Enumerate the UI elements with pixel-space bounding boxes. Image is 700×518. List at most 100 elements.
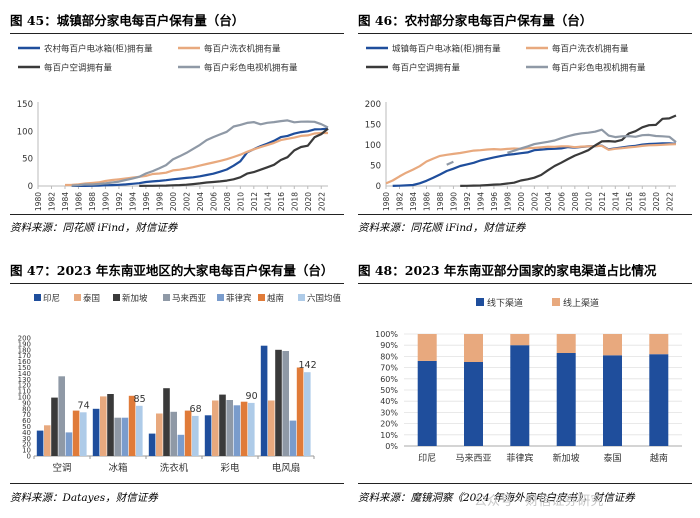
fig47-bar-1-4: [121, 417, 129, 456]
fig45-x-tick-label-14: 2008: [223, 192, 232, 211]
fig47-bar-3-6: [248, 402, 255, 456]
fig47-y-tick-label-14: 140: [18, 370, 31, 378]
fig47-category-label-3: 彩电: [220, 462, 240, 474]
fig45-y-tick-label-0: 0: [28, 182, 33, 192]
fig48-category-label-3: 新加坡: [553, 452, 580, 464]
fig46-x-tick-label-17: 2014: [611, 192, 620, 211]
watermark: 公众号 · 财信证券研究: [474, 494, 604, 509]
fig45-x-tick-label-9: 1998: [155, 192, 164, 211]
fig47-data-label-4: 142: [299, 360, 317, 371]
fig48-bar-3-1: [556, 334, 576, 353]
fig47-y-tick-label-10: 100: [18, 394, 31, 402]
fig47-bar-1-1: [100, 396, 107, 456]
fig47-y-tick-label-13: 130: [18, 376, 31, 384]
fig48-category-label-1: 马来西亚: [455, 453, 491, 464]
figure-48-top-rule: [358, 283, 692, 284]
fig47-legend-label-5: 越南: [267, 293, 284, 304]
fig46-legend-label-3: 每百户彩色电视机拥有量: [552, 63, 646, 74]
fig45-x-tick-label-4: 1988: [88, 192, 97, 211]
fig46-x-tick-label-16: 2012: [598, 192, 607, 211]
fig46-x-tick-label-6: 1992: [463, 192, 472, 211]
fig47-bar-2-2: [163, 388, 170, 456]
fig47-bar-3-4: [233, 405, 241, 456]
fig46-x-tick-label-18: 2016: [625, 192, 634, 211]
fig45-x-tick-label-10: 2000: [169, 192, 178, 211]
fig45-x-tick-label-21: 2022: [317, 192, 326, 211]
fig46-series-line-1-0: [385, 143, 677, 185]
fig47-legend-swatch-0: [34, 294, 41, 301]
fig47-bar-4-5: [296, 367, 304, 456]
fig45-x-tick-label-17: 2014: [263, 192, 272, 211]
fig48-bar-5-0: [649, 354, 669, 446]
fig48-category-label-0: 印尼: [418, 452, 436, 464]
fig47-legend-swatch-5: [258, 294, 265, 301]
fig47-bar-3-0: [204, 415, 212, 456]
fig45-series-line-0-0: [71, 127, 329, 187]
figure-45-bottom-rule: [10, 214, 344, 215]
fig45-legend-label-2: 每百户空调拥有量: [44, 63, 113, 74]
fig47-bar-4-4: [289, 420, 297, 456]
fig46-x-tick-label-4: 1988: [436, 192, 445, 211]
fig47-bar-2-6: [192, 415, 199, 456]
fig47-bar-0-4: [65, 432, 73, 456]
fig47-category-label-1: 冰箱: [108, 462, 127, 474]
fig48-y-tick-label-8: 80%: [380, 352, 398, 361]
fig46-x-tick-label-11: 2002: [530, 192, 539, 211]
fig47-bar-3-2: [219, 394, 226, 456]
fig47-legend-label-3: 马来西亚: [172, 294, 207, 304]
fig48-y-tick-label-6: 60%: [380, 375, 398, 384]
fig48-y-tick-label-9: 90%: [380, 341, 398, 350]
figure-48-title: 图 48：2023 年东南亚部分国家的家电渠道占比情况: [358, 263, 657, 278]
fig48-legend-label-0: 线下渠道: [487, 297, 523, 309]
fig47-y-tick-label-17: 170: [18, 352, 31, 360]
fig46-x-tick-label-3: 1986: [422, 192, 431, 211]
fig45-x-tick-label-2: 1984: [61, 192, 70, 211]
fig47-legend-label-2: 新加坡: [122, 293, 148, 304]
fig47-bar-2-0: [148, 433, 156, 456]
figure-45-top-rule: [10, 33, 344, 34]
fig45-x-tick-label-6: 1992: [115, 192, 124, 211]
fig47-legend-swatch-3: [163, 294, 170, 301]
fig48-y-tick-label-0: 0%: [385, 442, 398, 451]
fig45-x-tick-label-18: 2016: [277, 192, 286, 211]
fig45-x-tick-label-13: 2006: [209, 192, 218, 211]
figure-46-top-rule: [358, 33, 692, 34]
figure-48-stacked-bar-chart: 线下渠道 线上渠道 0% 10% 20% 30% 40% 50% 60% 70% 80% 90% 100…: [375, 297, 682, 464]
fig48-category-label-4: 泰国: [603, 452, 621, 464]
fig48-bar-0-1: [417, 334, 437, 361]
fig47-bar-1-5: [128, 395, 136, 456]
fig46-x-tick-label-12: 2004: [544, 192, 553, 211]
fig45-y-tick-label-3: 150: [17, 100, 33, 110]
fig47-legend-swatch-6: [298, 294, 305, 301]
fig45-y-tick-label-1: 50: [22, 155, 33, 165]
fig47-bar-2-4: [177, 434, 185, 456]
fig47-bar-2-1: [156, 413, 163, 456]
fig47-legend-label-0: 印尼: [43, 293, 60, 304]
fig47-bar-1-0: [92, 408, 100, 456]
fig48-legend-swatch-0: [476, 298, 484, 306]
fig48-bar-4-1: [603, 334, 622, 356]
fig45-legend-label-1: 每百户洗衣机拥有量: [204, 44, 281, 55]
fig45-x-tick-label-3: 1986: [74, 192, 83, 211]
figure-47-source: 资料来源：Datayes，财信证券: [10, 492, 158, 504]
fig47-y-tick-label-15: 150: [18, 364, 31, 372]
fig45-x-tick-label-5: 1990: [101, 192, 110, 211]
fig46-x-tick-label-21: 2022: [665, 192, 674, 211]
fig45-x-tick-label-7: 1994: [128, 192, 137, 211]
fig47-y-tick-label-7: 70: [22, 411, 31, 419]
fig47-bar-0-6: [80, 412, 87, 456]
fig46-series-line-2-0: [460, 114, 677, 187]
fig46-series-line-3-0: [446, 160, 454, 166]
fig46-x-tick-label-20: 2020: [652, 192, 661, 211]
fig47-bar-3-3: [226, 400, 233, 456]
figure-46-bottom-rule: [358, 214, 692, 215]
fig45-y-tick-label-2: 100: [17, 127, 33, 137]
fig46-y-tick-label-0: 0: [376, 182, 381, 192]
fig47-bar-4-6: [304, 372, 311, 456]
figure-46-title: 图 46：农村部分家电每百户保有量（台）: [358, 13, 593, 28]
fig47-bar-4-2: [275, 349, 282, 456]
fig46-x-tick-label-1: 1982: [395, 192, 404, 211]
fig47-data-label-1: 85: [134, 394, 146, 405]
fig46-legend-label-1: 每百户洗衣机拥有量: [552, 44, 629, 55]
